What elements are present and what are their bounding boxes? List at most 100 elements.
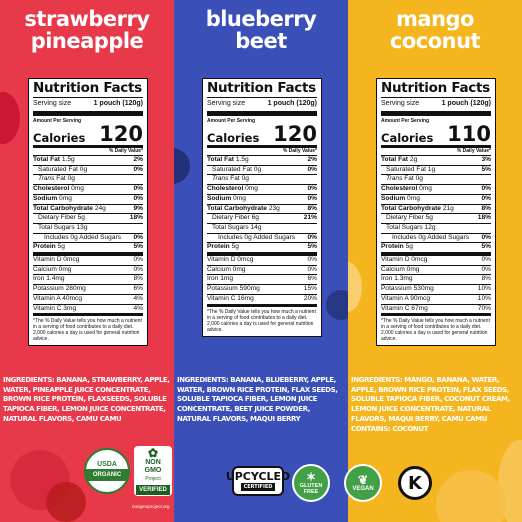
vitamin-name: Vitamin D 0mcg bbox=[33, 256, 80, 264]
daily-value-footnote: *The % Daily Value tells you how much a … bbox=[207, 308, 316, 333]
certification-badges: USDA ORGANIC ✿ NON GMO Project VERIFIED … bbox=[0, 444, 522, 522]
nutrient-daily-value: 5% bbox=[481, 165, 491, 173]
nutrient-daily-value: 21% bbox=[303, 214, 317, 222]
nutrient-row: Dietary Fiber 5g 18% bbox=[33, 214, 143, 224]
nutrient-name: Saturated Fat 1g bbox=[381, 166, 435, 175]
vitamin-row: Vitamin D 0mcg 0% bbox=[381, 256, 491, 266]
vitamin-row: Vitamin D 0mcg 0% bbox=[33, 256, 143, 266]
nutrient-amount: 0g bbox=[253, 165, 262, 173]
nutrient-amount: 0mg bbox=[407, 194, 420, 202]
amount-per-serving: Amount Per Serving bbox=[381, 118, 430, 124]
nutrient-label: Sodium bbox=[33, 194, 58, 202]
nutrient-row: Cholesterol 0mg 0% bbox=[207, 185, 317, 195]
vitamin-daily-value: 6% bbox=[307, 275, 317, 283]
nutrient-name: Total Carbohydrate 24g bbox=[33, 205, 106, 214]
certified-text: CERTIFIED bbox=[240, 483, 276, 491]
calories-label: Calories bbox=[381, 131, 434, 145]
vitamin-daily-value: 70% bbox=[477, 304, 491, 312]
nutrient-name: Saturated Fat 0g bbox=[207, 166, 261, 175]
nutrient-amount: 5g bbox=[425, 214, 433, 222]
fruit-image bbox=[0, 92, 20, 144]
vitamin-daily-value: 8% bbox=[133, 275, 143, 283]
nutrient-label: Includes bbox=[218, 233, 243, 241]
vitamin-row: Vitamin A 40mcg 4% bbox=[33, 295, 143, 305]
kosher-badge: K bbox=[398, 466, 432, 500]
serving-size-row: Serving size 1 pouch (120g) bbox=[207, 98, 317, 116]
allergen-statement: CONTAINS: COCONUT bbox=[351, 424, 429, 433]
nutrient-amount: 0mg bbox=[245, 185, 258, 193]
nutrient-row: Includes 0g Added Sugars 0% bbox=[207, 234, 317, 244]
vitamin-daily-value: 0% bbox=[133, 265, 143, 273]
nutrient-label: Sodium bbox=[207, 194, 232, 202]
nutrient-amount: 5g bbox=[77, 214, 85, 222]
nutrient-label: Protein bbox=[207, 243, 230, 251]
calories-row: Calories 120 bbox=[33, 124, 143, 148]
nutrient-row: Sodium 0mg 0% bbox=[33, 195, 143, 205]
ingredients-text: INGREDIENTS: BANANA, STRAWBERRY, APPLE, … bbox=[3, 376, 170, 423]
nutrient-label: Saturated Fat bbox=[38, 165, 78, 173]
nutrient-amount: 13g bbox=[76, 223, 88, 231]
flavor-name-line: mango bbox=[396, 7, 474, 31]
product-panel-blueberry-beet: blueberry beet Nutrition Facts Serving si… bbox=[174, 0, 348, 522]
nutrient-label: Sodium bbox=[381, 194, 406, 202]
vitamin-row: Vitamin D 0mcg 0% bbox=[207, 256, 317, 266]
nutrient-row: Protein 5g 5% bbox=[207, 243, 317, 257]
nutrient-label: Total Fat bbox=[33, 156, 60, 163]
non-gmo-badge: ✿ NON GMO Project VERIFIED bbox=[134, 446, 172, 496]
flavor-name-line: blueberry bbox=[205, 7, 317, 31]
leaf-icon: ❦ bbox=[357, 473, 369, 487]
gluten-free-badge: ✶ GLUTEN FREE bbox=[292, 464, 330, 502]
nutrient-label: Total Fat bbox=[381, 156, 408, 163]
organic-text: ORGANIC bbox=[86, 469, 128, 481]
nutrient-amount: 14g bbox=[250, 223, 262, 231]
upcycled-badge: UPCYCLED CERTIFIED bbox=[226, 466, 290, 496]
nutrient-amount: 5g bbox=[57, 243, 65, 251]
nutrient-daily-value: 8% bbox=[481, 204, 491, 212]
nutrient-row: Includes 0g Added Sugars 0% bbox=[33, 234, 143, 244]
nutrient-daily-value: 0% bbox=[307, 185, 317, 193]
vitamin-daily-value: 4% bbox=[133, 294, 143, 302]
nutrient-name: Total Carbohydrate 23g bbox=[207, 205, 280, 214]
nutrient-amount: 1.5g bbox=[235, 156, 249, 163]
flavor-name-line: strawberry bbox=[24, 7, 150, 31]
amount-per-serving: Amount Per Serving bbox=[33, 118, 82, 124]
vitamin-name: Potassium 280mg bbox=[33, 285, 86, 293]
nutrient-name: Cholesterol 0mg bbox=[33, 185, 84, 194]
vitamin-daily-value: 0% bbox=[133, 256, 143, 264]
vitamin-name: Potassium 590mg bbox=[207, 285, 260, 293]
nutrient-daily-value: 9% bbox=[133, 204, 143, 212]
nutrient-name: Cholesterol 0mg bbox=[207, 185, 258, 194]
vitamin-name: Vitamin D 0mcg bbox=[207, 256, 254, 264]
daily-value-footnote: *The % Daily Value tells you how much a … bbox=[33, 318, 142, 343]
nutrient-name: Total Fat 1.5g bbox=[207, 156, 249, 165]
wheat-icon: ✶ bbox=[305, 470, 317, 484]
vitamin-row: Iron 1.4mg 8% bbox=[33, 275, 143, 286]
calories-label: Calories bbox=[207, 131, 260, 145]
amount-per-serving: Amount Per Serving bbox=[207, 118, 256, 124]
nutrient-label: Total Carbohydrate bbox=[33, 204, 93, 212]
nutrition-facts-label: Nutrition Facts Serving size 1 pouch (12… bbox=[202, 78, 322, 337]
nutrient-daily-value: 8% bbox=[307, 204, 317, 212]
ingredients-list: INGREDIENTS: MANGO, BANANA, WATER, APPLE… bbox=[351, 376, 519, 434]
nutrient-label: Saturated Fat bbox=[386, 165, 426, 173]
nutrient-row: Trans Fat 0g bbox=[381, 175, 491, 186]
vitamin-row: Potassium 590mg 15% bbox=[207, 285, 317, 295]
nutrition-facts-label: Nutrition Facts Serving size 1 pouch (12… bbox=[376, 78, 496, 347]
nutrient-label: Protein bbox=[381, 243, 404, 251]
nutrient-amount: 0g Added Sugars bbox=[418, 233, 469, 241]
nutrient-amount: 0g Added Sugars bbox=[70, 233, 121, 241]
calories-label: Calories bbox=[33, 131, 86, 145]
vitamin-name: Vitamin A 90mcg bbox=[381, 294, 430, 302]
nutrient-name: Total Sugars 14g bbox=[207, 224, 262, 233]
serving-size-value: 1 pouch (120g) bbox=[267, 100, 317, 107]
nutrient-label: Dietary Fiber bbox=[212, 214, 250, 222]
ingredients-list: INGREDIENTS: BANANA, BLUEBERRY, APPLE, W… bbox=[177, 376, 345, 425]
fruit-image bbox=[436, 470, 506, 522]
vitamin-row: Vitamin C 16mg 20% bbox=[207, 295, 317, 307]
free-text: FREE bbox=[303, 489, 319, 495]
nutrient-daily-value: 3% bbox=[481, 156, 491, 163]
ingredients-text: INGREDIENTS: BANANA, BLUEBERRY, APPLE, W… bbox=[177, 376, 338, 423]
ingredients-list: INGREDIENTS: BANANA, STRAWBERRY, APPLE, … bbox=[3, 376, 171, 425]
nutrient-amount: 0mg bbox=[59, 194, 72, 202]
nutrient-name: Protein 5g bbox=[207, 243, 239, 252]
